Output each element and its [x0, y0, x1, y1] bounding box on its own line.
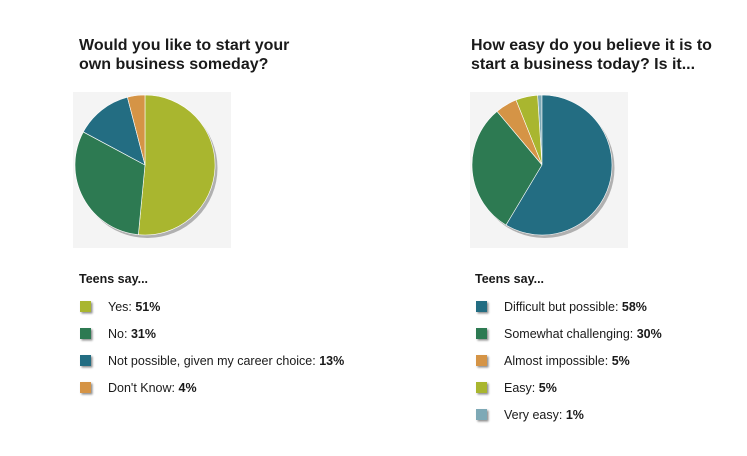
legend-item-easy: Easy: 5%: [476, 374, 662, 401]
pie-slice-difficult-but-possible: [505, 94, 613, 236]
pie-chart-frame: [470, 92, 628, 248]
legend-item-somewhat-challenging: Somewhat challenging: 30%: [476, 320, 662, 347]
pie-slice-no: [74, 131, 146, 236]
legend-item-no: No: 31%: [80, 320, 344, 347]
chart-title: Would you like to start your own busines…: [79, 37, 290, 73]
legend-item-dont-know: Don't Know: 4%: [80, 374, 344, 401]
legend: Difficult but possible: 58% Somewhat cha…: [476, 293, 662, 428]
pie-slice-not-possible-given-my-career-choice: [82, 96, 146, 166]
legend-value: 51%: [135, 299, 161, 314]
pie-chart-frame: [73, 92, 231, 248]
legend-label: Difficult but possible:: [504, 299, 619, 314]
legend-item-not-possible: Not possible, given my career choice: 13…: [80, 347, 344, 374]
legend-item-difficult-but-possible: Difficult but possible: 58%: [476, 293, 662, 320]
legend-label: Very easy:: [504, 407, 563, 422]
legend-label: Not possible, given my career choice:: [108, 353, 316, 368]
legend-value: 31%: [130, 326, 156, 341]
legend-label: Yes:: [108, 299, 132, 314]
legend-value: 5%: [538, 380, 557, 395]
legend-label: Don't Know:: [108, 380, 176, 395]
legend-item-yes: Yes: 51%: [80, 293, 344, 320]
legend-heading: Teens say...: [79, 272, 149, 286]
legend-swatch: [80, 382, 91, 393]
legend-swatch: [476, 355, 487, 366]
legend-swatch: [80, 355, 91, 366]
legend-item-almost-impossible: Almost impossible: 5%: [476, 347, 662, 374]
legend-label: Easy:: [504, 380, 536, 395]
legend-swatch: [80, 301, 91, 312]
chart-title: How easy do you believe it is to start a…: [471, 37, 712, 73]
legend-item-very-easy: Very easy: 1%: [476, 401, 662, 428]
legend-label: Somewhat challenging:: [504, 326, 634, 341]
legend-value: 4%: [178, 380, 197, 395]
legend-label: No:: [108, 326, 128, 341]
legend-swatch: [476, 301, 487, 312]
pie-slice-don-t-know: [127, 94, 146, 166]
legend-swatch: [80, 328, 91, 339]
legend-swatch: [476, 409, 487, 420]
pie-slice-somewhat-challenging: [471, 110, 543, 226]
legend-swatch: [476, 382, 487, 393]
pie-chart-how-easy: [471, 94, 615, 238]
pie-chart-business-someday: [74, 94, 218, 238]
legend-value: 30%: [636, 326, 662, 341]
pie-slice-yes: [138, 94, 216, 236]
legend-swatch: [476, 328, 487, 339]
legend-value: 58%: [621, 299, 647, 314]
legend-value: 5%: [611, 353, 630, 368]
legend-heading: Teens say...: [475, 272, 545, 286]
legend: Yes: 51% No: 31% Not possible, given my …: [80, 293, 344, 401]
chart-panel-business-someday: Would you like to start your own busines…: [0, 0, 360, 456]
legend-label: Almost impossible:: [504, 353, 609, 368]
chart-panel-how-easy: How easy do you believe it is to start a…: [395, 0, 747, 456]
legend-value: 1%: [565, 407, 584, 422]
legend-value: 13%: [319, 353, 345, 368]
